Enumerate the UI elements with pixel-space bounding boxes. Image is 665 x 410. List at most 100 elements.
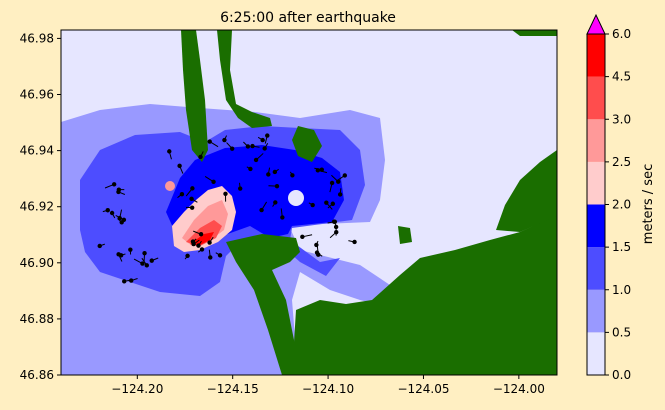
- streamline-head: [222, 137, 227, 143]
- colorbar-tick-label: 0.0: [612, 368, 631, 382]
- colorbar-segment: [587, 34, 605, 77]
- streamline-head: [196, 243, 201, 248]
- streamline-head: [273, 200, 278, 205]
- land-islet: [398, 226, 412, 244]
- streamline-head: [190, 239, 196, 244]
- land-masses: [181, 30, 557, 375]
- streamline-head: [310, 202, 315, 208]
- streamline-head: [109, 210, 115, 216]
- colorbar: 0.0 0.5 1.0 1.5 2.0 2.5 3.0 4.5 6.0: [586, 13, 631, 382]
- y-tick-label: 46.86: [20, 368, 54, 382]
- streamline-head: [189, 205, 195, 210]
- streamline-head: [324, 200, 329, 205]
- streamline-head: [207, 240, 212, 245]
- streamline-head: [265, 133, 270, 138]
- plot-frame: [60, 29, 558, 376]
- streamline-head: [122, 279, 127, 284]
- map-canvas: [61, 30, 557, 375]
- streamline-head: [144, 263, 149, 268]
- x-tick-label: −124.00: [493, 382, 545, 396]
- chart-title: 6:25:00 after earthquake: [220, 10, 396, 26]
- colorbar-segment: [587, 76, 605, 120]
- map-panel: −124.20 −124.15 −124.10 −124.05 −124.00 46.8…: [20, 29, 558, 396]
- colorbar-segment: [587, 119, 605, 162]
- streamline-head: [207, 139, 212, 144]
- streamline-head: [116, 189, 121, 195]
- streamline-head: [129, 278, 134, 283]
- speed-hotspot: [165, 181, 175, 191]
- streamline-head: [229, 146, 235, 151]
- streamline-head: [208, 255, 213, 260]
- y-tick-label: 46.96: [20, 88, 54, 102]
- streamline-head: [329, 180, 335, 186]
- colorbar-tick-label: 3.0: [612, 112, 631, 126]
- streamline-head: [314, 250, 320, 255]
- streamline-head: [149, 258, 154, 263]
- streamline-head: [334, 229, 339, 235]
- streamline-head: [217, 253, 223, 258]
- y-axis: 46.86 46.88 46.90 46.92 46.94 46.96 46.98: [20, 31, 61, 382]
- land-northeast-corner: [512, 30, 557, 36]
- y-tick-label: 46.88: [20, 312, 54, 326]
- velocity-streamlines: [97, 133, 357, 284]
- land-east-headland: [496, 150, 557, 232]
- streamline-head: [314, 242, 319, 248]
- streamline-head: [290, 173, 295, 178]
- streamline-head: [185, 253, 190, 258]
- streamline-head: [97, 243, 102, 249]
- streamline-head: [280, 215, 285, 220]
- streamline-head: [266, 172, 271, 177]
- streamline-head: [117, 215, 122, 221]
- y-tick-label: 46.90: [20, 256, 54, 270]
- y-tick-label: 46.92: [20, 200, 54, 214]
- streamline-head: [352, 239, 357, 245]
- streamline-head: [272, 169, 278, 175]
- slack-water-patch: [288, 190, 304, 206]
- streamline-head: [331, 219, 337, 224]
- colorbar-label: meters / sec: [641, 164, 656, 244]
- streamline-head: [300, 234, 305, 240]
- x-tick-label: −124.15: [207, 382, 259, 396]
- colorbar-tick-label: 2.5: [612, 155, 631, 169]
- land-south-point: [226, 234, 300, 375]
- land-north-shore: [217, 30, 272, 128]
- x-axis: −124.20 −124.15 −124.10 −124.05 −124.00: [111, 375, 545, 396]
- x-tick-label: −124.05: [397, 382, 449, 396]
- colorbar-segment: [587, 161, 605, 205]
- streamline-head: [198, 232, 204, 237]
- colorbar-segment: [587, 247, 605, 290]
- streamline-head: [211, 179, 216, 184]
- streamline-head: [140, 261, 145, 266]
- streamline-head: [190, 186, 195, 191]
- streamline-head: [315, 168, 321, 173]
- streamline-head: [179, 192, 185, 197]
- streamline-head: [262, 146, 267, 151]
- land-island: [292, 126, 322, 162]
- streamline-head: [333, 224, 339, 230]
- streamline-head: [189, 196, 194, 201]
- streamline-head: [223, 191, 228, 196]
- colorbar-extend-arrow: [586, 13, 606, 35]
- streamline-head: [250, 143, 255, 149]
- streamline-head: [177, 163, 182, 169]
- y-tick-label: 46.98: [20, 31, 54, 45]
- y-tick-label: 46.94: [20, 144, 54, 158]
- streamline-head: [237, 186, 243, 191]
- streamline-head: [105, 208, 110, 213]
- streamline-head: [260, 137, 265, 143]
- streamline-head: [199, 247, 205, 252]
- streamline-head: [253, 157, 259, 163]
- colorbar-tick-label: 6.0: [612, 27, 631, 41]
- colorbar-segment: [587, 332, 605, 375]
- streamline-head: [167, 149, 172, 154]
- colorbar-segment: [587, 289, 605, 333]
- x-tick-label: −124.20: [111, 382, 163, 396]
- land-north-spit: [181, 30, 208, 162]
- streamline-head: [259, 207, 264, 213]
- colorbar-tick-label: 1.0: [612, 283, 631, 297]
- streamline-head: [336, 179, 341, 184]
- colorbar-tick-label: 1.5: [612, 240, 631, 254]
- colorbar-segment: [587, 204, 605, 248]
- streamline-head: [330, 201, 336, 206]
